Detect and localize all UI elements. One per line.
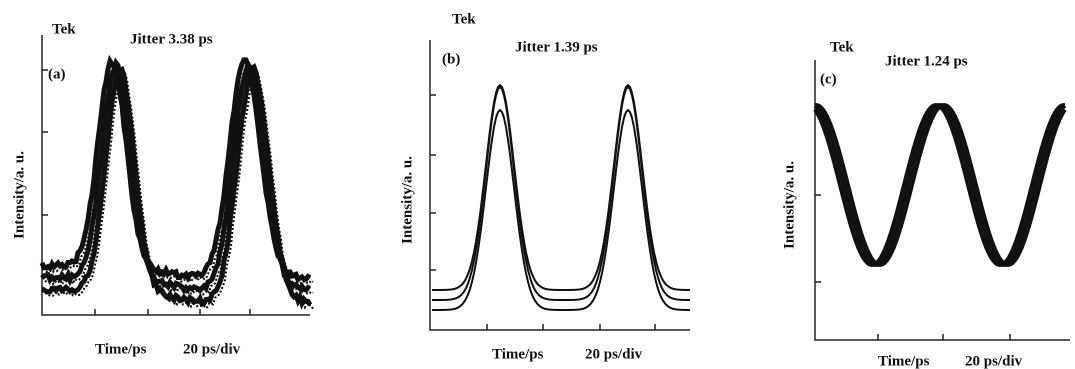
waveform	[42, 60, 313, 309]
y-axis-label: Intensity/a. u.	[399, 156, 415, 244]
panel-b: Tek Jitter 1.39 ps (b) Intensity/a. u. T…	[399, 11, 690, 362]
axes	[430, 40, 690, 330]
panel-c: Tek Jitter 1.24 ps (c) Intensity/a. u. T…	[781, 39, 1070, 369]
x-axis-label: Time/ps	[95, 341, 147, 357]
tek: Tek	[452, 11, 476, 27]
panel-label: (c)	[820, 71, 837, 87]
x-axis-label: Time/ps	[492, 346, 544, 362]
scale-label: 20 ps/div	[965, 353, 1023, 369]
panel-label: (a)	[48, 66, 66, 82]
waveform	[815, 105, 1065, 265]
scale-label: 20 ps/div	[183, 341, 241, 357]
waveform	[432, 85, 690, 310]
trace	[815, 105, 1065, 265]
trace	[432, 110, 690, 310]
y-axis-label: Intensity/a. u.	[781, 161, 797, 249]
x-axis-label: Time/ps	[878, 353, 930, 369]
jitter: Jitter 3.38 ps	[130, 31, 213, 47]
panel-a: Tek Jitter 3.38 ps (a) Intensity/a. u. T…	[11, 21, 313, 357]
jitter: Jitter 1.39 ps	[515, 39, 598, 55]
scale-label: 20 ps/div	[585, 346, 643, 362]
jitter: Jitter 1.24 ps	[885, 53, 968, 69]
trace	[45, 64, 313, 284]
trace	[815, 105, 1065, 265]
y-axis-label: Intensity/a. u.	[11, 151, 27, 239]
figure: Tek Jitter 3.38 ps (a) Intensity/a. u. T…	[0, 0, 1075, 369]
tek: Tek	[830, 39, 854, 55]
panel-label: (b)	[442, 51, 460, 67]
trace	[815, 105, 1065, 265]
tek: Tek	[52, 21, 76, 37]
